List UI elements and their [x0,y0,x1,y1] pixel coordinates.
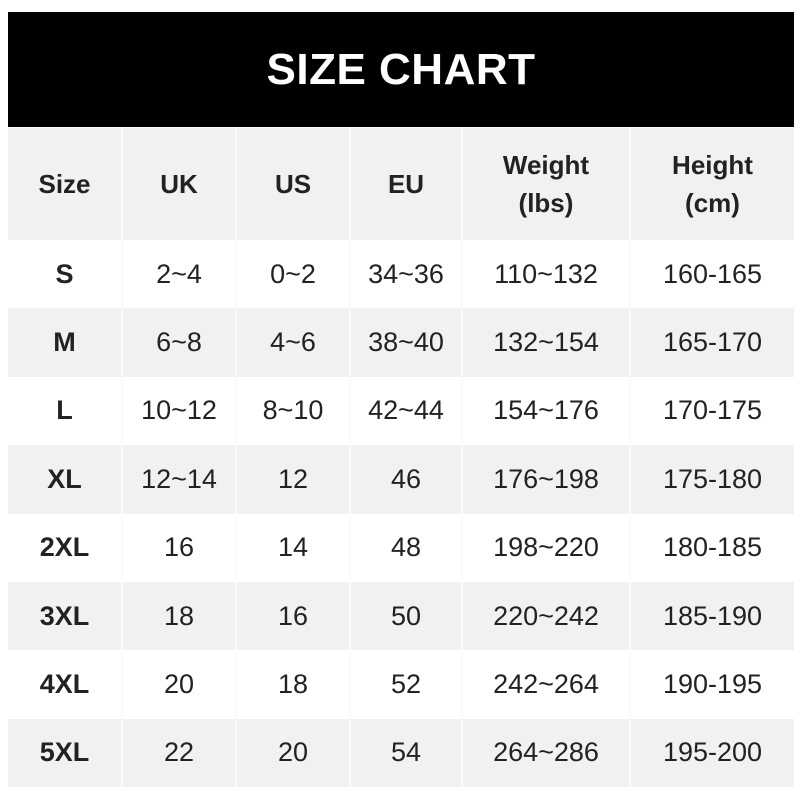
cell-eu: 50 [349,581,462,651]
column-header-size: Size [8,128,122,240]
cell-eu: 34~36 [349,240,462,309]
cell-weight: 176~198 [461,445,630,514]
table-row: S 2~4 0~2 34~36 110~132 160-165 [8,240,794,309]
table-row: 4XL 20 18 52 242~264 190-195 [8,650,794,719]
column-header-us: US [235,128,350,240]
table-row: L 10~12 8~10 42~44 154~176 170-175 [8,376,794,446]
cell-us: 16 [235,581,350,651]
cell-us: 20 [235,718,350,788]
cell-uk: 16 [121,513,236,582]
column-header-eu: EU [349,128,462,240]
column-header-text: (cm) [685,188,740,218]
cell-size: XL [8,445,122,514]
table-row: 3XL 18 16 50 220~242 185-190 [8,581,794,651]
column-header-text: UK [160,169,198,199]
cell-height: 175-180 [629,445,794,514]
column-header-height: Height (cm) [629,128,794,240]
column-header-text: EU [387,169,425,199]
cell-size: 2XL [8,513,122,582]
cell-weight: 132~154 [461,308,630,377]
cell-size: 4XL [8,650,122,719]
cell-us: 14 [235,513,350,582]
cell-height: 170-175 [629,376,794,446]
cell-eu: 42~44 [349,376,462,446]
cell-height: 160-165 [629,240,794,309]
column-header-text: US [274,169,312,199]
cell-eu: 48 [349,513,462,582]
cell-uk: 6~8 [121,308,236,377]
cell-weight: 198~220 [461,513,630,582]
column-header-text: Weight [502,150,590,180]
cell-us: 8~10 [235,376,350,446]
cell-height: 180-185 [629,513,794,582]
cell-height: 185-190 [629,581,794,651]
cell-weight: 242~264 [461,650,630,719]
cell-uk: 2~4 [121,240,236,309]
cell-weight: 264~286 [461,718,630,788]
cell-uk: 12~14 [121,445,236,514]
cell-us: 12 [235,445,350,514]
cell-eu: 46 [349,445,462,514]
cell-height: 190-195 [629,650,794,719]
column-header-weight: Weight (lbs) [461,128,630,240]
cell-height: 195-200 [629,718,794,788]
cell-weight: 220~242 [461,581,630,651]
column-header-text: (lbs) [518,188,574,218]
cell-size: 5XL [8,718,122,788]
cell-eu: 52 [349,650,462,719]
column-header-text: Height [672,150,753,180]
cell-us: 0~2 [235,240,350,309]
cell-uk: 20 [121,650,236,719]
cell-size: L [8,376,122,446]
table-row: 2XL 16 14 48 198~220 180-185 [8,513,794,582]
cell-size: S [8,240,122,309]
column-header-text: Size [38,169,91,199]
table-row: XL 12~14 12 46 176~198 175-180 [8,445,794,514]
table-header-row: Size UK US EU Weight (lbs) Height (cm) [8,128,794,240]
table-row: 5XL 22 20 54 264~286 195-200 [8,718,794,788]
cell-us: 18 [235,650,350,719]
column-header-uk: UK [121,128,236,240]
cell-uk: 22 [121,718,236,788]
table-row: M 6~8 4~6 38~40 132~154 165-170 [8,308,794,377]
cell-eu: 54 [349,718,462,788]
cell-weight: 154~176 [461,376,630,446]
size-chart-title: SIZE CHART [8,12,794,127]
cell-size: 3XL [8,581,122,651]
cell-eu: 38~40 [349,308,462,377]
cell-us: 4~6 [235,308,350,377]
cell-uk: 18 [121,581,236,651]
cell-uk: 10~12 [121,376,236,446]
size-table: Size UK US EU Weight (lbs) Height (cm) S 2~4 0~2 3… [8,128,794,788]
cell-weight: 110~132 [461,240,630,309]
cell-size: M [8,308,122,377]
cell-height: 165-170 [629,308,794,377]
